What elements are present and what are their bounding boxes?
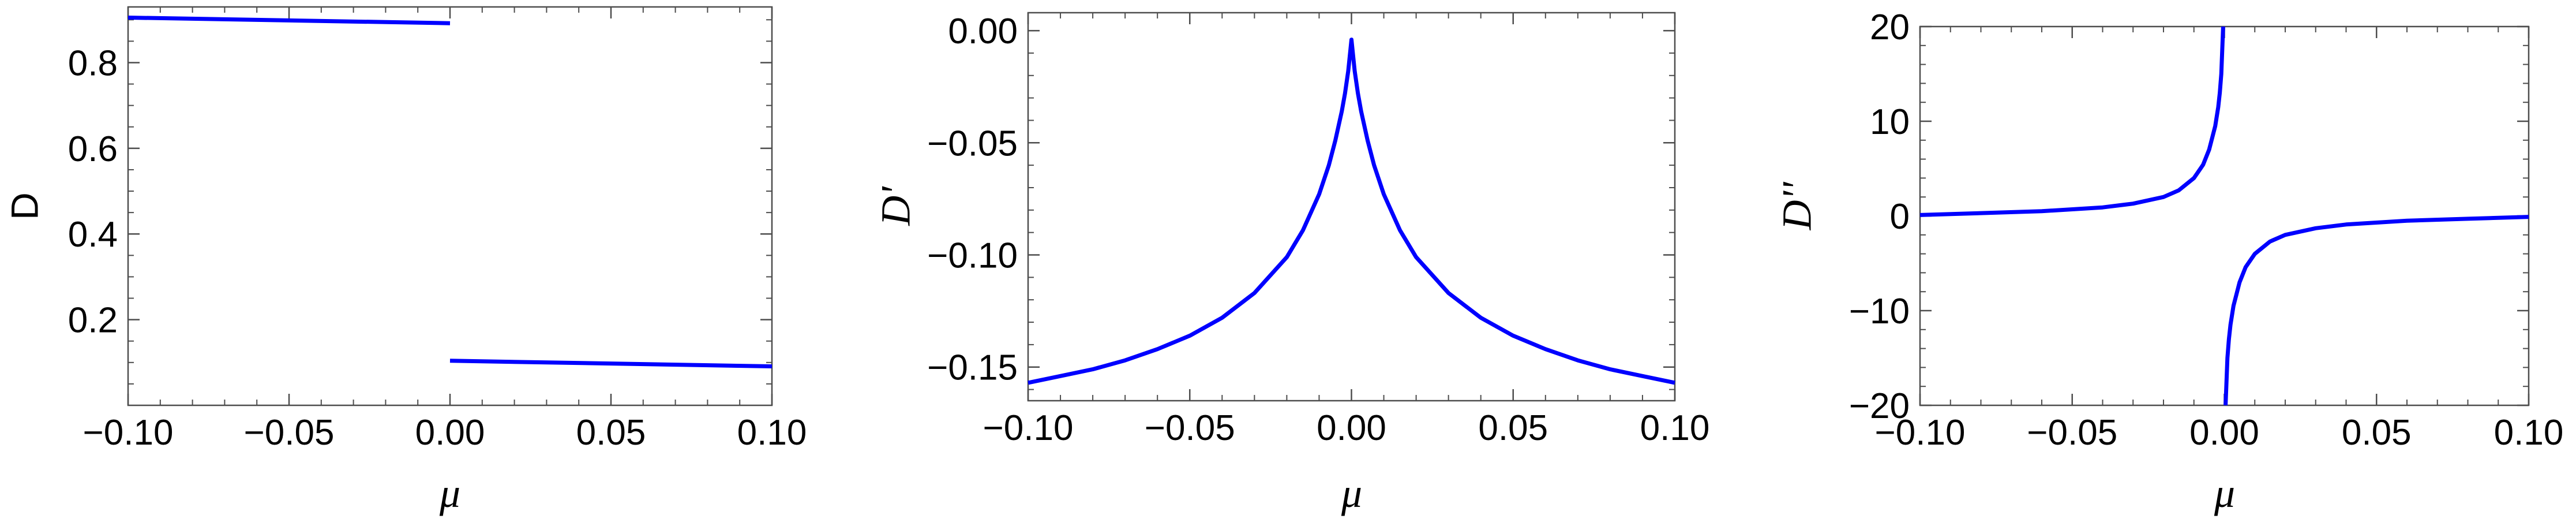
series-line-1 <box>128 16 451 25</box>
x-tick-label: −0.05 <box>1145 408 1235 448</box>
x-axis-label: μ <box>439 470 460 516</box>
x-tick-label: −0.10 <box>83 413 174 453</box>
x-tick-label: 0.10 <box>1640 408 1710 448</box>
chart-panel-3: −0.10 −0.05 0.00 0.05 0.10 20 10 0 −10 −20 μ D'' <box>1774 8 2564 516</box>
x-tick-label: −0.05 <box>244 413 335 453</box>
series-line-1 <box>1919 26 2225 217</box>
x-tick-label: 0.10 <box>2494 413 2564 453</box>
series-line-1 <box>1028 38 1675 385</box>
y-tick-label: 0.2 <box>68 301 118 341</box>
x-axis-label: μ <box>1341 470 1362 516</box>
x-axis-label: μ <box>2214 470 2235 516</box>
chart-panel-1: −0.10 −0.05 0.00 0.05 0.10 0.2 0.4 0.6 0.8 μ D <box>3 6 807 516</box>
y-tick-label: −0.15 <box>927 348 1018 388</box>
plot-frame <box>127 6 773 406</box>
x-tick-label: 0.05 <box>1478 408 1548 448</box>
series-line-2 <box>2223 215 2529 406</box>
series-line-2 <box>449 359 773 368</box>
x-tick-label: 0.05 <box>576 413 646 453</box>
y-axis-label: D'' <box>1774 181 1820 230</box>
y-axis-label: D <box>3 192 46 220</box>
x-tick-label: 0.00 <box>2189 413 2259 453</box>
y-tick-label: −0.10 <box>927 236 1018 276</box>
y-tick-label: −20 <box>1849 386 1910 426</box>
x-tick-label: 0.00 <box>415 413 485 453</box>
x-tick-label: 0.00 <box>1317 408 1386 448</box>
y-tick-label: 0.8 <box>68 43 118 83</box>
chart-panels: −0.10 −0.05 0.00 0.05 0.100.20.40.60.8μD−0.1… <box>3 6 2564 516</box>
plot-frame <box>1027 12 1676 402</box>
y-tick-label: −10 <box>1849 292 1910 331</box>
x-tick-label: −0.10 <box>1875 413 1966 453</box>
chart-panel-2: −0.10 −0.05 0.00 0.05 0.10 0.00 −0.05 −0.10 −0.1… <box>873 12 1710 516</box>
y-tick-label: 0.4 <box>68 215 118 255</box>
y-tick-label: 10 <box>1870 102 1910 142</box>
x-tick-label: 0.10 <box>737 413 807 453</box>
y-tick-label: 0 <box>1890 197 1910 237</box>
y-tick-label: −0.05 <box>927 124 1018 163</box>
plot-frame <box>1919 25 2530 406</box>
y-tick-label: 20 <box>1870 8 1910 47</box>
x-tick-label: 0.05 <box>2342 413 2412 453</box>
x-tick-label: −0.10 <box>983 408 1074 448</box>
y-axis-label: D' <box>873 186 919 226</box>
y-tick-label: 0.6 <box>68 129 118 169</box>
y-tick-label: 0.00 <box>948 12 1018 51</box>
x-tick-label: −0.05 <box>2027 413 2117 453</box>
